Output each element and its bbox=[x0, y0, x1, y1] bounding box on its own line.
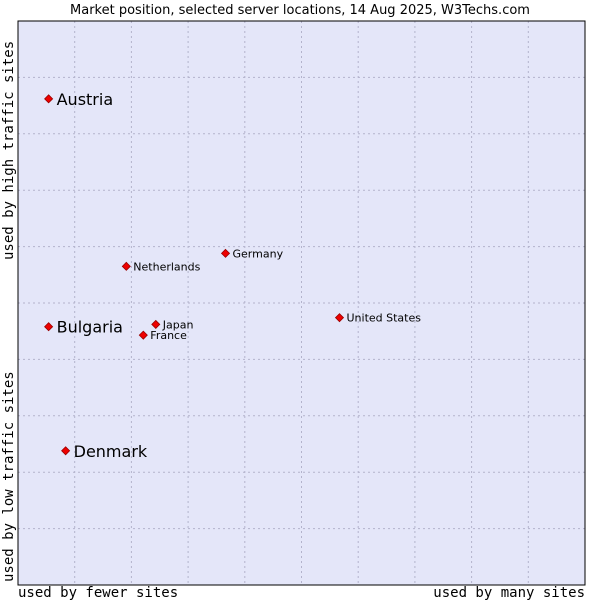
plot-frame bbox=[17, 20, 586, 586]
point-marker-germany bbox=[220, 248, 231, 258]
point-marker-austria bbox=[44, 94, 54, 104]
point-marker-denmark bbox=[61, 446, 71, 456]
point-marker-united-states bbox=[334, 313, 345, 323]
y-axis-label-top: used by high traffic sites bbox=[1, 41, 17, 260]
point-marker-japan bbox=[151, 319, 161, 329]
chart-title: Market position, selected server locatio… bbox=[70, 3, 530, 18]
point-marker-france bbox=[138, 330, 148, 340]
point-marker-netherlands bbox=[121, 261, 131, 271]
point-label-france: France bbox=[150, 329, 187, 342]
point-label-austria: Austria bbox=[57, 90, 114, 109]
x-axis-label-left: used by fewer sites bbox=[18, 585, 178, 600]
point-label-denmark: Denmark bbox=[74, 442, 148, 461]
point-label-germany: Germany bbox=[233, 247, 284, 260]
data-points: Austria Bulgaria Denmark Netherlands Germany… bbox=[44, 90, 421, 461]
grid-lines bbox=[18, 21, 585, 585]
x-axis-label-right: used by many sites bbox=[433, 585, 585, 600]
point-label-united-states: United States bbox=[346, 312, 421, 325]
y-axis-label-bottom: used by low traffic sites bbox=[1, 371, 17, 582]
point-marker-bulgaria bbox=[44, 322, 54, 332]
point-label-netherlands: Netherlands bbox=[133, 260, 200, 273]
point-label-japan: Japan bbox=[162, 318, 194, 331]
point-label-bulgaria: Bulgaria bbox=[57, 318, 123, 337]
